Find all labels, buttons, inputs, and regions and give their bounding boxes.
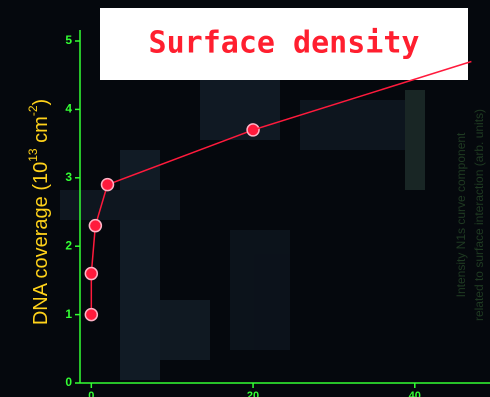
y-label-sup: 13 [26, 148, 40, 162]
y-label-part: DNA coverage (10 [30, 162, 52, 325]
data-point [89, 220, 101, 232]
y-tick-label: 0 [65, 375, 72, 389]
y-axis-label: DNA coverage (1013 cm-2) [26, 99, 52, 325]
x-tick-label: 20 [247, 390, 259, 397]
y-tick-label: 5 [65, 33, 72, 47]
y-tick-label: 2 [65, 238, 72, 252]
chart-title: Surface density [149, 26, 420, 61]
y2-label: related to surface interaction (arb. uni… [472, 109, 486, 321]
y-tick-label: 3 [65, 170, 72, 184]
x-tick-label: 0 [88, 390, 94, 397]
y-label-part: cm [30, 116, 52, 148]
data-point [101, 179, 113, 191]
data-point [85, 309, 97, 321]
y-label-sup: -2 [26, 105, 40, 116]
y-tick-label: 4 [65, 102, 72, 116]
data-point [85, 268, 97, 280]
y2-label: Intensity N1s curve component [454, 132, 468, 297]
data-point [247, 124, 259, 136]
y-label-part: ) [30, 99, 52, 106]
x-tick-label: 40 [409, 390, 421, 397]
y-tick-label: 1 [65, 307, 72, 321]
chart: Surface density DNA coverage (1013 cm-2)… [0, 0, 490, 397]
